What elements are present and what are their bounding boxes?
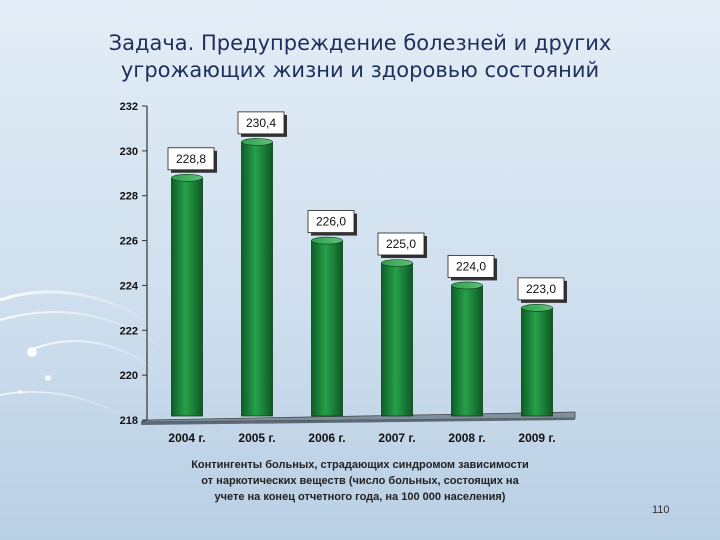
page-number: 110 xyxy=(652,504,670,516)
x-axis-caption-line-3: учете на конец отчетного года, на 100 00… xyxy=(214,491,506,503)
y-tick-label: 226 xyxy=(120,236,138,248)
data-label: 230,4 xyxy=(246,116,276,130)
data-label-box xyxy=(307,210,355,233)
bar-top-cap xyxy=(521,304,553,312)
data-label-box xyxy=(377,232,425,256)
y-tick-label: 228 xyxy=(120,191,138,203)
y-tick-label: 230 xyxy=(120,146,138,158)
chart-floor-edge xyxy=(141,418,575,425)
bar-top-cap xyxy=(381,259,413,267)
bar xyxy=(241,141,273,417)
bar-top-cap xyxy=(451,281,483,290)
y-tick-label: 218 xyxy=(120,415,138,427)
data-label: 225,0 xyxy=(386,237,416,251)
x-tick-label: 2005 г. xyxy=(238,431,275,445)
y-tick-label: 222 xyxy=(120,325,138,337)
bar xyxy=(521,307,553,417)
bar xyxy=(381,262,413,417)
data-label: 223,0 xyxy=(526,282,556,296)
bar-top-cap xyxy=(171,173,203,182)
data-label-box xyxy=(237,111,285,135)
bar xyxy=(451,285,483,417)
slide-title-line-2: угрожающих жизни и здоровью состояний xyxy=(120,58,600,82)
x-axis-caption-line-1: Контингенты больных, страдающих синдромо… xyxy=(191,459,529,471)
bar xyxy=(171,177,203,417)
x-tick-label: 2006 г. xyxy=(308,431,345,445)
x-axis-caption: Контингенты больных, страдающих синдромо… xyxy=(150,457,570,505)
bar-top-cap xyxy=(311,236,343,245)
data-label: 224,0 xyxy=(456,259,486,273)
slide-title: Задача. Предупреждение болезней и других… xyxy=(0,30,720,84)
slide-title-line-1: Задача. Предупреждение болезней и других xyxy=(108,31,612,55)
x-tick-label: 2007 г. xyxy=(378,431,415,445)
bar-top-cap xyxy=(241,138,273,146)
data-label: 226,0 xyxy=(316,215,346,229)
x-tick-label: 2008 г. xyxy=(448,431,485,445)
x-tick-label: 2009 г. xyxy=(518,431,555,445)
x-tick-label: 2004 г. xyxy=(168,431,205,445)
x-axis-caption-line-2: от наркотических веществ (число больных,… xyxy=(201,475,519,487)
data-label-box xyxy=(517,277,565,301)
data-label: 228,8 xyxy=(176,152,206,166)
y-tick-label: 232 xyxy=(120,101,138,113)
y-tick-label: 220 xyxy=(120,370,138,382)
data-label-box xyxy=(167,147,215,171)
bar xyxy=(311,240,343,417)
y-tick-label: 224 xyxy=(120,280,139,292)
data-label-box xyxy=(447,255,495,278)
